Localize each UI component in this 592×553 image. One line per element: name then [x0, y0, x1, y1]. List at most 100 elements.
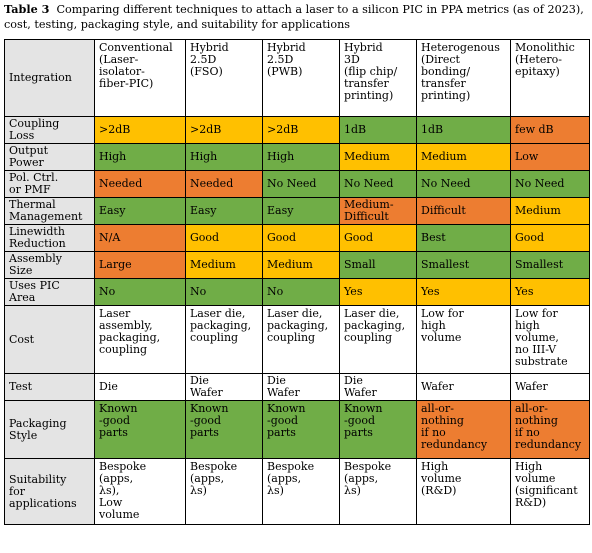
table-cell-text: No Need — [267, 177, 317, 190]
table-cell: Smallest — [416, 251, 511, 279]
table-cell-text: Good — [267, 231, 297, 244]
table-cell-text: Medium — [515, 204, 561, 217]
table-cell: Easy — [262, 197, 340, 225]
table-cell-text: Wafer — [421, 380, 454, 393]
table-cell-text: Needed — [190, 177, 234, 190]
table-cell: Laser die, packaging, coupling — [262, 305, 340, 374]
column-header-text: Hybrid 3D (flip chip/transfer printing) — [344, 41, 398, 102]
table-cell-text: No — [99, 285, 116, 298]
row-header: Test — [4, 373, 95, 401]
table-cell-text: Low for high volume — [421, 307, 464, 344]
table-cell-text: Easy — [99, 204, 126, 217]
column-header: Hybrid 2.5D (PWB) — [262, 39, 340, 117]
table-cell-text: Medium — [267, 258, 313, 271]
table-cell: >2dB — [185, 116, 263, 144]
table-cell-text: High — [99, 150, 127, 163]
table-cell-text: Wafer — [515, 380, 548, 393]
table-cell: Bespoke (apps, λs), Low volume — [94, 458, 186, 525]
table-cell-text: >2dB — [267, 123, 299, 136]
table-cell-text: Die Wafer — [190, 374, 223, 399]
table-body: Integration Conventional (Laser-isolator-f… — [4, 39, 590, 525]
table-cell: Wafer — [510, 373, 590, 401]
table-row: Linewidth Reduction N/A Good Good Good Best Goo… — [4, 224, 590, 252]
table-cell: Medium — [339, 143, 417, 171]
table-cell: Bespoke (apps, λs) — [262, 458, 340, 525]
table-cell: No — [262, 278, 340, 306]
table-cell-text: 1dB — [421, 123, 444, 136]
column-header-text: Hybrid 2.5D (FSO) — [190, 41, 229, 78]
table-cell: Medium — [185, 251, 263, 279]
table-row: Thermal Management Easy Easy Easy Medium- Diff… — [4, 197, 590, 225]
table-cell-text: Die — [99, 380, 118, 393]
table-cell-text: Laser die, packaging, coupling — [190, 307, 252, 344]
table-cell-text: High volume (significant R&D) — [515, 460, 578, 509]
table-cell: Difficult — [416, 197, 511, 225]
table-cell-text: Good — [190, 231, 220, 244]
row-header: Thermal Management — [4, 197, 95, 225]
table-cell: Bespoke (apps, λs) — [185, 458, 263, 525]
column-header: Hybrid 2.5D (FSO) — [185, 39, 263, 117]
table-cell-text: Bespoke (apps, λs) — [344, 460, 392, 497]
row-header: Coupling Loss — [4, 116, 95, 144]
table-cell-text: Known -good parts — [267, 402, 306, 439]
table-cell: few dB — [510, 116, 590, 144]
table-cell: 1dB — [339, 116, 417, 144]
table-cell: Laser assembly, packaging, coupling — [94, 305, 186, 374]
table-cell-text: Laser die, packaging, coupling — [267, 307, 329, 344]
header-row: Integration Conventional (Laser-isolator-f… — [4, 39, 590, 117]
row-header-text: Suitability for applications — [9, 472, 77, 510]
table-cell: Smallest — [510, 251, 590, 279]
table-cell-text: Best — [421, 231, 446, 244]
table-cell-text: No Need — [515, 177, 565, 190]
table-cell-text: N/A — [99, 231, 121, 244]
table-cell-text: Yes — [344, 285, 363, 298]
table-cell-text: Difficult — [421, 204, 466, 217]
row-header: Cost — [4, 305, 95, 374]
row-header: Suitability for applications — [4, 458, 95, 525]
table-cell: Die — [94, 373, 186, 401]
table-cell-text: Smallest — [515, 258, 564, 271]
table-cell: Best — [416, 224, 511, 252]
table-cell-text: Low for high volume, no III-V substrate — [515, 307, 568, 368]
table-cell: Known -good parts — [339, 400, 417, 459]
row-header-text: Linewidth Reduction — [9, 225, 66, 250]
table-row: Uses PIC Area No No No Yes Yes Yes — [4, 278, 590, 306]
row-header-text: Thermal Management — [9, 198, 83, 223]
table-row: Packaging Style Known -good parts Known -good p… — [4, 400, 590, 459]
table-cell: Medium — [262, 251, 340, 279]
table-cell-text: all-or-nothing if no redundancy — [515, 402, 582, 451]
column-header-text: Hybrid 2.5D (PWB) — [267, 41, 306, 78]
table-cell-text: Good — [344, 231, 374, 244]
row-header-text: Coupling Loss — [9, 117, 60, 142]
column-header: Conventional (Laser-isolator-fiber-PIC) — [94, 39, 186, 117]
row-header-text: Test — [9, 380, 33, 393]
table-cell: Yes — [510, 278, 590, 306]
table-cell-text: all-or-nothing if no redundancy — [421, 402, 488, 451]
table-cell: Large — [94, 251, 186, 279]
table-cell: all-or-nothing if no redundancy — [416, 400, 511, 459]
table-cell: High volume (R&D) — [416, 458, 511, 525]
column-header-text: Conventional (Laser-isolator-fiber-PIC) — [99, 41, 173, 90]
table-cell-text: Easy — [267, 204, 294, 217]
column-header: Monolithic (Hetero-epitaxy) — [510, 39, 590, 117]
table-cell-text: High — [190, 150, 218, 163]
row-header-text: Assembly Size — [9, 252, 62, 277]
table-cell-text: Die Wafer — [267, 374, 300, 399]
table-cell-text: Easy — [190, 204, 217, 217]
table-cell: Laser die, packaging, coupling — [185, 305, 263, 374]
table-cell-text: 1dB — [344, 123, 367, 136]
table-cell-text: Laser assembly, packaging, coupling — [99, 307, 161, 356]
table-cell: Yes — [339, 278, 417, 306]
table-cell-text: Medium — [190, 258, 236, 271]
table-cell: Wafer — [416, 373, 511, 401]
table-cell-text: >2dB — [190, 123, 222, 136]
table-cell: Bespoke (apps, λs) — [339, 458, 417, 525]
column-header: Hybrid 3D (flip chip/transfer printing) — [339, 39, 417, 117]
table-row: Suitability for applications Bespoke (apps, λ… — [4, 458, 590, 525]
table-cell: No Need — [262, 170, 340, 198]
table-cell: Good — [262, 224, 340, 252]
table-cell: Good — [185, 224, 263, 252]
column-header: Heterogenous (Direct bonding/transfer print… — [416, 39, 511, 117]
table-cell: High — [262, 143, 340, 171]
row-header: Pol. Ctrl. or PMF — [4, 170, 95, 198]
